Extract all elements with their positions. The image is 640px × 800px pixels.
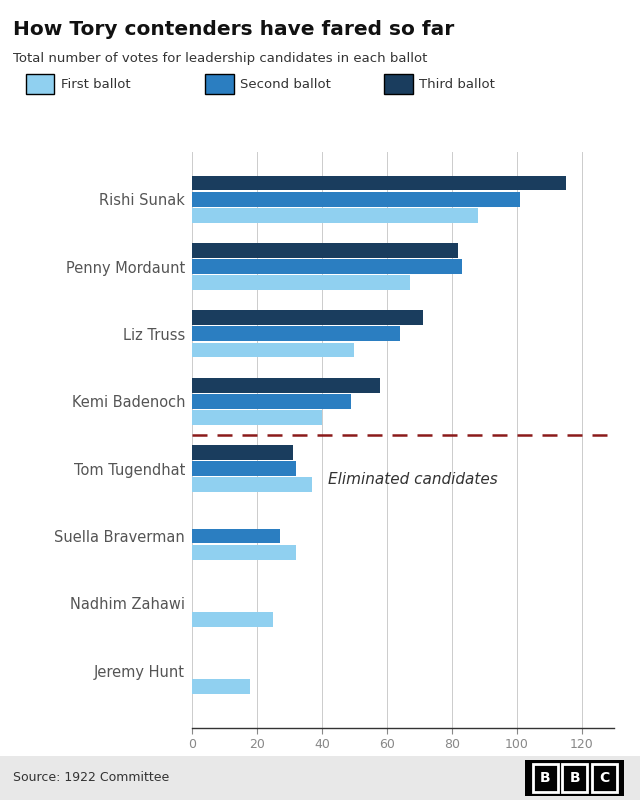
Bar xyxy=(192,192,520,206)
Bar xyxy=(192,175,566,190)
Text: C: C xyxy=(600,771,610,785)
Bar xyxy=(192,310,422,325)
Bar xyxy=(192,545,296,559)
Bar xyxy=(192,394,351,409)
Bar xyxy=(192,410,322,425)
Bar xyxy=(192,275,410,290)
Bar xyxy=(192,326,400,342)
Text: Second ballot: Second ballot xyxy=(240,78,331,90)
Bar xyxy=(192,243,458,258)
Bar xyxy=(192,445,292,460)
Bar xyxy=(192,478,312,492)
Text: B: B xyxy=(540,771,550,785)
FancyBboxPatch shape xyxy=(592,763,617,792)
Text: How Tory contenders have fared so far: How Tory contenders have fared so far xyxy=(13,20,454,39)
Bar xyxy=(192,529,280,543)
Text: Third ballot: Third ballot xyxy=(419,78,495,90)
FancyBboxPatch shape xyxy=(532,763,557,792)
Bar xyxy=(192,679,250,694)
Bar xyxy=(192,378,380,393)
Bar xyxy=(192,208,478,222)
Text: Eliminated candidates: Eliminated candidates xyxy=(328,472,498,487)
Bar xyxy=(192,259,461,274)
Bar xyxy=(192,342,355,358)
FancyBboxPatch shape xyxy=(563,763,588,792)
Text: Source: 1922 Committee: Source: 1922 Committee xyxy=(13,771,169,784)
Bar xyxy=(192,612,273,627)
Text: First ballot: First ballot xyxy=(61,78,131,90)
Bar xyxy=(192,462,296,476)
Text: Total number of votes for leadership candidates in each ballot: Total number of votes for leadership can… xyxy=(13,52,427,65)
Text: B: B xyxy=(570,771,580,785)
